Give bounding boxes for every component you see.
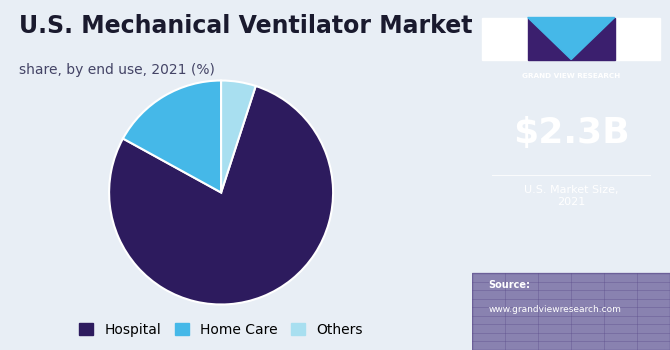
Bar (472, 273, 670, 350)
Polygon shape (528, 18, 614, 60)
Text: Source:: Source: (488, 280, 530, 290)
Bar (482, 18, 528, 60)
Bar (614, 18, 660, 60)
Wedge shape (123, 80, 221, 193)
Text: U.S. Market Size,
2021: U.S. Market Size, 2021 (524, 186, 618, 207)
Text: GRAND VIEW RESEARCH: GRAND VIEW RESEARCH (522, 74, 620, 79)
Text: $2.3B: $2.3B (513, 116, 630, 150)
Text: www.grandviewresearch.com: www.grandviewresearch.com (488, 304, 621, 314)
Legend: Hospital, Home Care, Others: Hospital, Home Care, Others (74, 317, 368, 342)
Wedge shape (109, 86, 333, 304)
Wedge shape (221, 80, 256, 193)
Text: share, by end use, 2021 (%): share, by end use, 2021 (%) (19, 63, 215, 77)
Bar (528, 18, 614, 60)
Text: U.S. Mechanical Ventilator Market: U.S. Mechanical Ventilator Market (19, 14, 472, 38)
